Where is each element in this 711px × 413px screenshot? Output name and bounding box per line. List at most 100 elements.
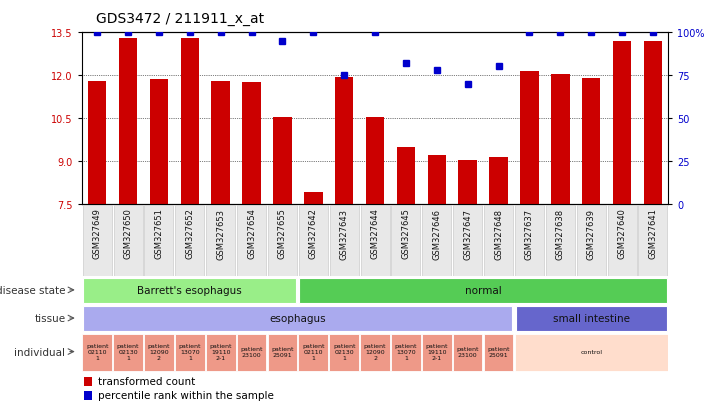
- Bar: [211, 82, 230, 204]
- FancyBboxPatch shape: [453, 206, 482, 276]
- Text: GSM327654: GSM327654: [247, 208, 256, 259]
- Text: GSM327643: GSM327643: [340, 208, 348, 259]
- Bar: [299, 278, 667, 304]
- Text: GSM327652: GSM327652: [186, 208, 194, 259]
- FancyBboxPatch shape: [422, 206, 451, 276]
- Bar: [175, 334, 205, 371]
- Text: patient
13070
1: patient 13070 1: [395, 344, 417, 360]
- Text: patient
02130
1: patient 02130 1: [117, 344, 139, 360]
- Bar: [88, 82, 107, 204]
- Text: GSM327649: GSM327649: [92, 208, 102, 259]
- Text: patient
19110
2-1: patient 19110 2-1: [210, 344, 232, 360]
- Text: patient
13070
1: patient 13070 1: [178, 344, 201, 360]
- Text: normal: normal: [465, 285, 501, 295]
- Text: patient
02110
1: patient 02110 1: [302, 344, 324, 360]
- Bar: [453, 334, 483, 371]
- Text: Barrett's esophagus: Barrett's esophagus: [137, 285, 242, 295]
- Text: patient
12090
2: patient 12090 2: [364, 344, 386, 360]
- Bar: [267, 334, 297, 371]
- Bar: [82, 334, 112, 371]
- Bar: [365, 117, 385, 204]
- Bar: [83, 377, 92, 386]
- Text: tissue: tissue: [34, 313, 65, 323]
- Text: GSM327640: GSM327640: [618, 208, 626, 259]
- FancyBboxPatch shape: [144, 206, 173, 276]
- Text: GSM327641: GSM327641: [648, 208, 658, 259]
- Text: percentile rank within the sample: percentile rank within the sample: [97, 390, 274, 400]
- FancyBboxPatch shape: [206, 206, 235, 276]
- Bar: [329, 334, 359, 371]
- Bar: [515, 334, 668, 371]
- FancyBboxPatch shape: [299, 206, 328, 276]
- Bar: [299, 334, 328, 371]
- Text: small intestine: small intestine: [552, 313, 630, 323]
- Text: patient
25091: patient 25091: [271, 347, 294, 357]
- FancyBboxPatch shape: [577, 206, 606, 276]
- Bar: [483, 334, 513, 371]
- Bar: [242, 83, 261, 204]
- FancyBboxPatch shape: [237, 206, 266, 276]
- Bar: [582, 79, 600, 204]
- Text: GDS3472 / 211911_x_at: GDS3472 / 211911_x_at: [96, 12, 264, 26]
- Bar: [113, 334, 143, 371]
- Text: patient
12090
2: patient 12090 2: [148, 344, 170, 360]
- Bar: [613, 42, 631, 204]
- Bar: [83, 306, 513, 332]
- Text: patient
02130
1: patient 02130 1: [333, 344, 356, 360]
- FancyBboxPatch shape: [176, 206, 204, 276]
- FancyBboxPatch shape: [607, 206, 636, 276]
- Text: GSM327646: GSM327646: [432, 208, 442, 259]
- FancyBboxPatch shape: [82, 206, 112, 276]
- FancyBboxPatch shape: [546, 206, 574, 276]
- Bar: [144, 334, 173, 371]
- Text: control: control: [580, 349, 602, 354]
- Bar: [206, 334, 235, 371]
- Text: patient
23100: patient 23100: [456, 347, 479, 357]
- Text: GSM327655: GSM327655: [278, 208, 287, 259]
- FancyBboxPatch shape: [114, 206, 143, 276]
- Text: GSM327638: GSM327638: [556, 208, 565, 259]
- Text: GSM327648: GSM327648: [494, 208, 503, 259]
- Bar: [360, 334, 390, 371]
- FancyBboxPatch shape: [484, 206, 513, 276]
- Bar: [391, 334, 421, 371]
- Text: GSM327637: GSM327637: [525, 208, 534, 259]
- Bar: [83, 278, 296, 304]
- Text: patient
23100: patient 23100: [240, 347, 263, 357]
- Bar: [551, 74, 570, 204]
- Text: transformed count: transformed count: [97, 376, 195, 386]
- Text: esophagus: esophagus: [269, 313, 326, 323]
- Text: GSM327651: GSM327651: [154, 208, 164, 259]
- FancyBboxPatch shape: [330, 206, 358, 276]
- Bar: [83, 391, 92, 400]
- Text: GSM327644: GSM327644: [370, 208, 380, 259]
- FancyBboxPatch shape: [638, 206, 668, 276]
- Bar: [515, 306, 667, 332]
- Bar: [335, 77, 353, 204]
- Bar: [422, 334, 451, 371]
- Text: patient
02110
1: patient 02110 1: [86, 344, 109, 360]
- Text: disease state: disease state: [0, 285, 65, 295]
- Bar: [459, 160, 477, 204]
- Bar: [119, 39, 137, 204]
- Text: individual: individual: [14, 347, 65, 357]
- Bar: [489, 157, 508, 204]
- Bar: [273, 117, 292, 204]
- Text: GSM327639: GSM327639: [587, 208, 596, 259]
- FancyBboxPatch shape: [268, 206, 297, 276]
- Bar: [304, 193, 323, 204]
- Text: GSM327653: GSM327653: [216, 208, 225, 259]
- FancyBboxPatch shape: [360, 206, 390, 276]
- FancyBboxPatch shape: [515, 206, 544, 276]
- Bar: [181, 39, 199, 204]
- Bar: [643, 42, 662, 204]
- FancyBboxPatch shape: [392, 206, 420, 276]
- Text: patient
25091: patient 25091: [487, 347, 510, 357]
- Bar: [150, 80, 169, 204]
- Bar: [427, 156, 446, 204]
- Text: GSM327650: GSM327650: [124, 208, 132, 259]
- Text: GSM327645: GSM327645: [402, 208, 410, 259]
- Bar: [520, 71, 539, 204]
- Bar: [237, 334, 267, 371]
- Bar: [397, 147, 415, 204]
